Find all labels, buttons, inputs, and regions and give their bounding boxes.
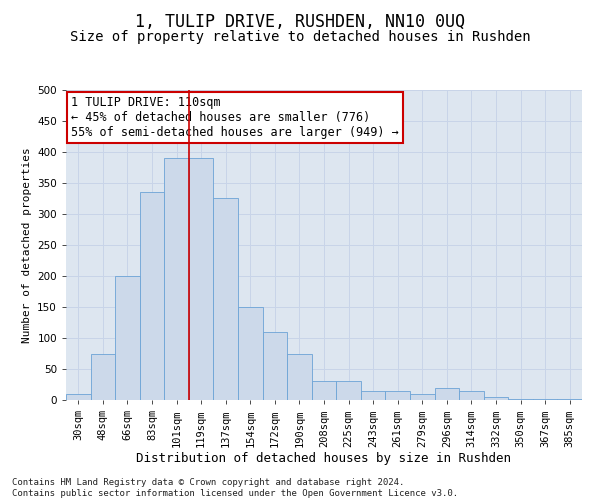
Text: Contains HM Land Registry data © Crown copyright and database right 2024.
Contai: Contains HM Land Registry data © Crown c… (12, 478, 458, 498)
Bar (91, 354, 115, 400)
Bar (508, 399, 533, 400)
Bar (214, 198, 238, 400)
Bar (336, 382, 361, 400)
Bar (459, 390, 484, 400)
Bar (115, 276, 140, 400)
Bar (287, 354, 312, 400)
Bar (263, 332, 287, 400)
Bar (189, 158, 214, 400)
X-axis label: Distribution of detached houses by size in Rushden: Distribution of detached houses by size … (137, 452, 511, 465)
Y-axis label: Number of detached properties: Number of detached properties (22, 147, 32, 343)
Bar (410, 394, 434, 400)
Bar (312, 382, 336, 400)
Text: 1 TULIP DRIVE: 110sqm
← 45% of detached houses are smaller (776)
55% of semi-det: 1 TULIP DRIVE: 110sqm ← 45% of detached … (71, 96, 399, 139)
Bar (66, 394, 91, 400)
Bar (385, 390, 410, 400)
Bar (484, 397, 508, 400)
Bar (434, 388, 459, 400)
Bar (164, 158, 189, 400)
Text: Size of property relative to detached houses in Rushden: Size of property relative to detached ho… (70, 30, 530, 44)
Bar (140, 192, 164, 400)
Text: 1, TULIP DRIVE, RUSHDEN, NN10 0UQ: 1, TULIP DRIVE, RUSHDEN, NN10 0UQ (135, 12, 465, 30)
Bar (361, 390, 385, 400)
Bar (557, 399, 582, 400)
Bar (238, 307, 263, 400)
